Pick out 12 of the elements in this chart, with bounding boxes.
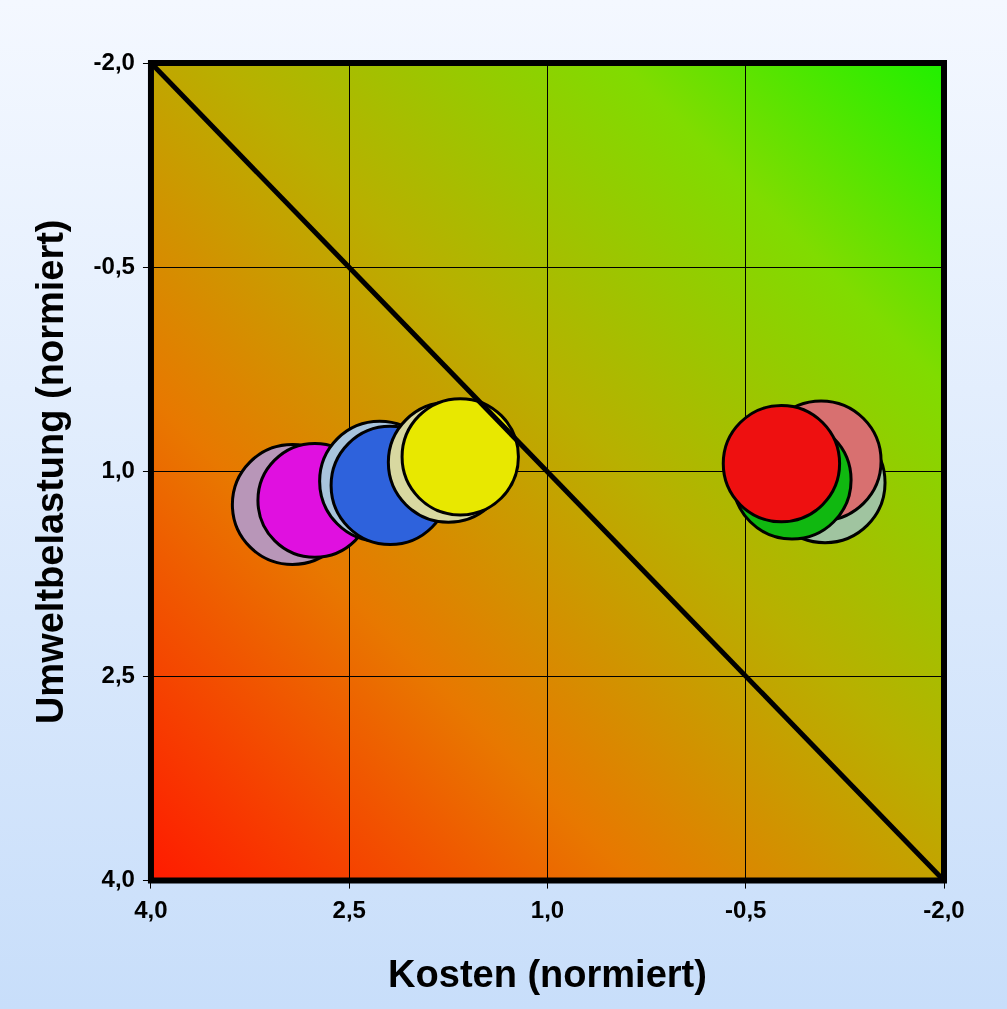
x-tick-label: -2,0 — [923, 895, 965, 923]
y-tick-label: 1,0 — [101, 456, 135, 484]
x-axis-title: Kosten (normiert) — [388, 952, 707, 995]
y-tick-label: -2,0 — [93, 47, 135, 75]
x-tick-label: 4,0 — [134, 895, 168, 923]
x-tick-label: 2,5 — [332, 895, 366, 923]
y-tick-label: 2,5 — [101, 660, 135, 688]
x-tick-label: -0,5 — [725, 895, 767, 923]
x-tick-label: 1,0 — [530, 895, 565, 923]
y-tick-label: -0,5 — [93, 252, 135, 280]
y-axis-title: Umweltbelastung (normiert) — [29, 219, 72, 725]
y-tick-label: 4,0 — [101, 865, 135, 893]
